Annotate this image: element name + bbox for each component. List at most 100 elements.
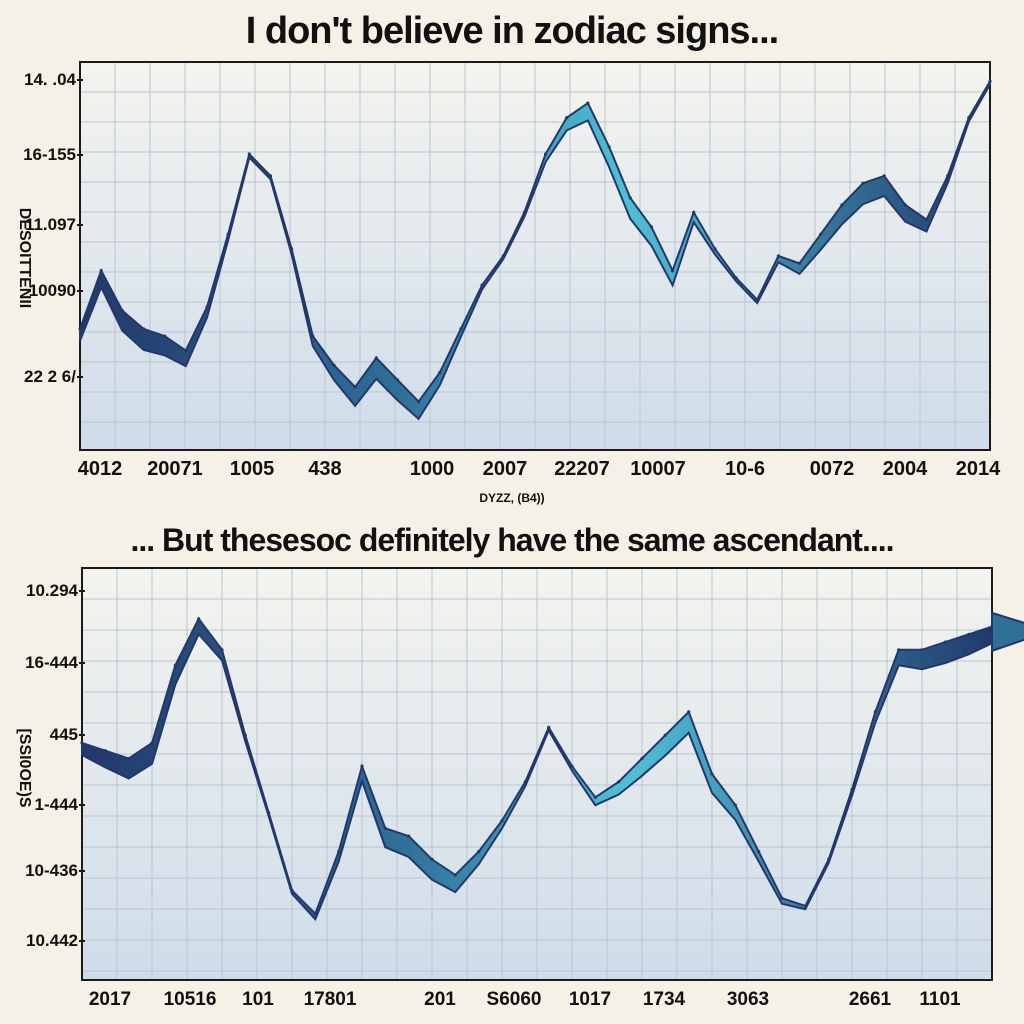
data-point bbox=[903, 203, 907, 207]
data-point bbox=[337, 850, 341, 854]
x-axis-label: DYZZ, (B4)) bbox=[479, 491, 544, 505]
data-point bbox=[733, 803, 737, 807]
data-point bbox=[544, 152, 548, 156]
data-point bbox=[173, 663, 177, 667]
x-tick-label: 2007 bbox=[483, 458, 528, 480]
data-point bbox=[640, 756, 644, 761]
plot-border bbox=[81, 567, 993, 981]
x-tick-label: 22207 bbox=[554, 458, 610, 480]
data-point bbox=[593, 795, 597, 799]
data-point bbox=[776, 254, 781, 258]
data-point bbox=[649, 225, 654, 229]
data-point bbox=[803, 904, 807, 908]
data-point bbox=[127, 756, 131, 761]
data-point bbox=[417, 400, 421, 404]
data-point bbox=[819, 232, 823, 236]
data-point bbox=[946, 174, 950, 178]
x-tick-label: 0072 bbox=[810, 458, 855, 480]
data-point bbox=[897, 648, 901, 652]
y-tick-label: 1-444 bbox=[35, 795, 79, 814]
data-point bbox=[438, 370, 442, 375]
data-point bbox=[840, 203, 844, 207]
data-point bbox=[607, 145, 611, 149]
series-points bbox=[80, 617, 994, 916]
data-point bbox=[501, 254, 505, 258]
data-point bbox=[734, 276, 738, 280]
y-tick-label: 445 bbox=[50, 725, 78, 744]
data-point bbox=[120, 309, 124, 313]
data-point bbox=[226, 232, 230, 236]
data-point bbox=[687, 710, 691, 714]
y-tick-label: 16-155 bbox=[23, 145, 76, 164]
data-point bbox=[713, 247, 717, 251]
data-point bbox=[547, 725, 551, 729]
data-point bbox=[150, 741, 154, 745]
data-point bbox=[755, 298, 759, 302]
data-point bbox=[205, 305, 209, 309]
x-tick-label: 2004 bbox=[883, 458, 928, 480]
data-point bbox=[477, 850, 481, 854]
data-point bbox=[692, 210, 696, 214]
data-point bbox=[663, 733, 667, 737]
x-tick-label: 1734 bbox=[643, 989, 686, 1010]
x-tick-label: 1000 bbox=[410, 458, 455, 480]
data-point bbox=[628, 196, 632, 200]
series-arrowhead bbox=[991, 611, 1024, 653]
x-tick-label: 3063 bbox=[727, 989, 769, 1010]
x-tick-label: 10-6 bbox=[725, 458, 765, 480]
data-point bbox=[290, 247, 294, 251]
data-point bbox=[522, 210, 527, 214]
x-tick-label: 17801 bbox=[304, 989, 357, 1010]
data-point bbox=[197, 617, 201, 621]
x-tick-label: 101 bbox=[242, 989, 274, 1010]
data-point bbox=[459, 327, 463, 331]
series-points bbox=[78, 79, 992, 404]
data-point bbox=[395, 378, 399, 382]
data-point bbox=[850, 787, 854, 792]
data-point bbox=[873, 710, 877, 714]
y-tick-label: 14. .04 bbox=[24, 70, 77, 89]
data-point bbox=[570, 764, 574, 768]
grid bbox=[79, 61, 991, 450]
data-point bbox=[103, 749, 107, 753]
data-point bbox=[141, 327, 146, 331]
data-point bbox=[780, 896, 784, 900]
data-point bbox=[671, 269, 675, 273]
data-point bbox=[480, 283, 484, 287]
data-point bbox=[967, 632, 971, 636]
data-point bbox=[332, 363, 336, 367]
data-point bbox=[565, 116, 569, 120]
y-tick-label: 16-444 bbox=[25, 653, 78, 672]
y-tick-label: 11.097 bbox=[25, 215, 76, 234]
plot-border bbox=[79, 61, 991, 451]
data-point bbox=[353, 385, 357, 389]
x-tick-label: 1101 bbox=[919, 989, 961, 1010]
y-tick-label: 10.294 bbox=[26, 581, 79, 600]
data-point bbox=[407, 834, 411, 838]
x-tick-label: 2661 bbox=[849, 989, 892, 1010]
data-point bbox=[184, 349, 188, 353]
data-point bbox=[78, 327, 82, 331]
data-point bbox=[163, 334, 167, 338]
y-tick-label: 10090 bbox=[29, 281, 76, 300]
data-point bbox=[617, 780, 621, 784]
data-point bbox=[757, 850, 761, 854]
x-tick-label: 201 bbox=[424, 989, 456, 1010]
data-point bbox=[797, 261, 802, 265]
data-point bbox=[523, 780, 527, 784]
x-tick-label: 438 bbox=[308, 458, 341, 480]
data-point bbox=[383, 826, 387, 830]
data-point bbox=[360, 764, 364, 768]
data-point bbox=[243, 733, 247, 737]
data-point bbox=[80, 741, 84, 745]
y-tick-label: 10.442 bbox=[26, 931, 78, 950]
data-point bbox=[586, 101, 590, 105]
data-point bbox=[827, 857, 831, 861]
x-tick-label: S6060 bbox=[487, 989, 542, 1010]
data-point bbox=[220, 648, 224, 652]
data-point bbox=[290, 888, 294, 892]
data-point bbox=[988, 79, 992, 83]
data-point bbox=[861, 181, 865, 185]
chart-top: 4012 20071 1005 438 1000 2007 22207 10007 10-6 00… bbox=[16, 61, 1001, 505]
x-tick-label: 4012 bbox=[78, 458, 123, 480]
